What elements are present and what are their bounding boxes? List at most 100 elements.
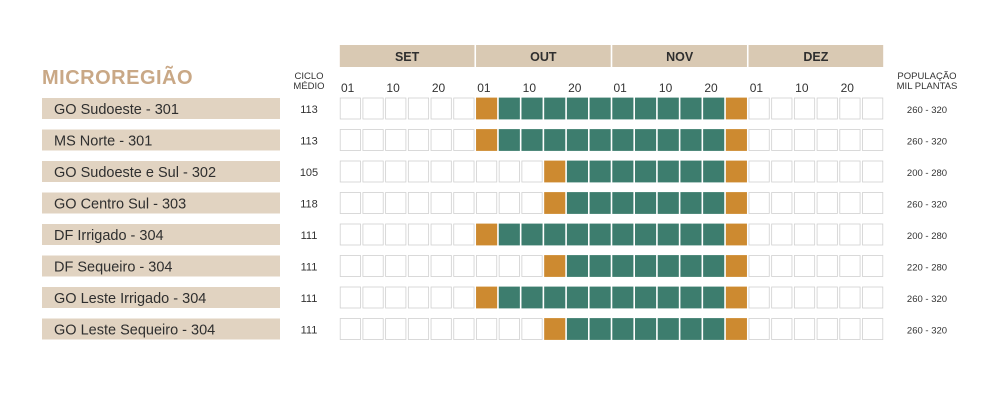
calendar-cell-core (680, 160, 702, 183)
calendar-cell-empty (862, 97, 884, 120)
region-label: DF Sequeiro - 304 (54, 260, 172, 276)
calendar-cell-core (566, 318, 588, 340)
calendar-cell-core (589, 192, 611, 214)
calendar-cell-core (612, 318, 634, 340)
calendar-cell-empty (339, 223, 361, 246)
month-header-out (476, 45, 611, 67)
calendar-cell-empty (430, 129, 452, 151)
population-value: 260 - 320 (907, 137, 947, 148)
calendar-cell-empty (339, 97, 361, 120)
calendar-cell-core (612, 160, 634, 183)
region-label: MS Norte - 301 (54, 134, 152, 150)
calendar-cell-empty (407, 160, 430, 183)
region-label-bg (42, 255, 280, 277)
calendar-cell-empty (521, 255, 543, 277)
cycle-value: 118 (300, 199, 318, 211)
calendar-cell-core (703, 129, 725, 151)
calendar-cell-empty (793, 192, 816, 214)
calendar-cell-empty (521, 318, 543, 340)
day-tick-label: 10 (523, 81, 537, 95)
calendar-cell-empty (816, 255, 838, 277)
calendar-cell-empty (793, 97, 816, 120)
calendar-cell-core (498, 129, 520, 151)
calendar-cell-empty (839, 129, 861, 151)
calendar-cell-empty (430, 286, 452, 309)
calendar-cell-core (635, 318, 657, 340)
month-header-set (339, 45, 475, 67)
calendar-cell-empty (407, 97, 430, 120)
calendar-cell-empty (385, 160, 407, 183)
cycle-value: 111 (301, 293, 318, 305)
calendar-cell-core (657, 318, 679, 340)
calendar-cell-core (498, 97, 520, 120)
calendar-cell-empty (339, 129, 361, 151)
region-label: GO Leste Sequeiro - 304 (54, 323, 215, 339)
calendar-cell-edge (725, 160, 747, 183)
calendar-cell-core (635, 129, 657, 151)
calendar-cell-edge (725, 318, 747, 340)
calendar-cell-empty (385, 97, 407, 120)
calendar-cell-core (680, 97, 702, 120)
calendar-cell-empty (430, 192, 452, 214)
calendar-cell-edge (476, 129, 498, 151)
calendar-cell-edge (476, 223, 498, 246)
calendar-cell-empty (771, 192, 793, 214)
calendar-cell-core (703, 192, 725, 214)
day-tick-label: 01 (750, 81, 764, 95)
calendar-cell-empty (362, 318, 384, 340)
calendar-cell-core (657, 255, 679, 277)
region-label-bg (42, 129, 280, 151)
month-label: SET (395, 50, 420, 64)
chart-title: MICROREGIÃO (42, 66, 193, 89)
day-tick-label: 20 (568, 81, 582, 95)
calendar-cell-core (566, 223, 588, 246)
calendar-cell-core (566, 192, 588, 214)
calendar-cell-empty (862, 223, 884, 246)
calendar-cell-core (498, 223, 520, 246)
calendar-cell-core (635, 97, 657, 120)
calendar-cell-empty (862, 286, 884, 309)
calendar-cell-empty (793, 286, 816, 309)
calendar-cell-core (657, 286, 679, 309)
calendar-cell-core (680, 255, 702, 277)
calendar-cell-empty (771, 160, 793, 183)
calendar-cell-edge (544, 192, 566, 214)
calendar-cell-core (521, 97, 543, 120)
calendar-cell-core (635, 223, 657, 246)
calendar-cell-empty (793, 160, 816, 183)
calendar-cell-edge (725, 255, 747, 277)
calendar-cell-empty (839, 192, 861, 214)
calendar-cell-empty (816, 223, 838, 246)
calendar-cell-empty (748, 223, 770, 246)
calendar-cell-core (680, 286, 702, 309)
calendar-cell-empty (862, 160, 884, 183)
calendar-cell-empty (816, 129, 838, 151)
region-label-bg (42, 98, 280, 119)
calendar-cell-empty (339, 318, 361, 340)
population-header-line: MIL PLANTAS (897, 81, 958, 92)
cycle-value: 111 (301, 262, 318, 274)
population-value: 200 - 280 (907, 168, 947, 179)
region-label-bg (42, 192, 280, 214)
population-value: 220 - 280 (907, 263, 947, 274)
calendar-cell-empty (407, 318, 430, 340)
calendar-cell-core (589, 318, 611, 340)
calendar-cell-empty (862, 318, 884, 340)
calendar-cell-core (589, 160, 611, 183)
calendar-cell-empty (476, 255, 498, 277)
calendar-cell-empty (748, 255, 770, 277)
calendar-cell-empty (453, 286, 475, 309)
calendar-cell-core (612, 286, 634, 309)
calendar-cell-empty (362, 286, 384, 309)
calendar-cell-empty (498, 255, 520, 277)
calendar-cell-core (657, 223, 679, 246)
calendar-cell-edge (725, 286, 747, 309)
calendar-cell-core (566, 286, 588, 309)
month-header-nov (612, 45, 747, 67)
cycle-value: 113 (300, 136, 318, 148)
calendar-cell-edge (725, 192, 747, 214)
calendar-cell-core (657, 97, 679, 120)
calendar-cell-empty (430, 223, 452, 246)
calendar-cell-empty (430, 318, 452, 340)
calendar-cell-empty (339, 160, 361, 183)
